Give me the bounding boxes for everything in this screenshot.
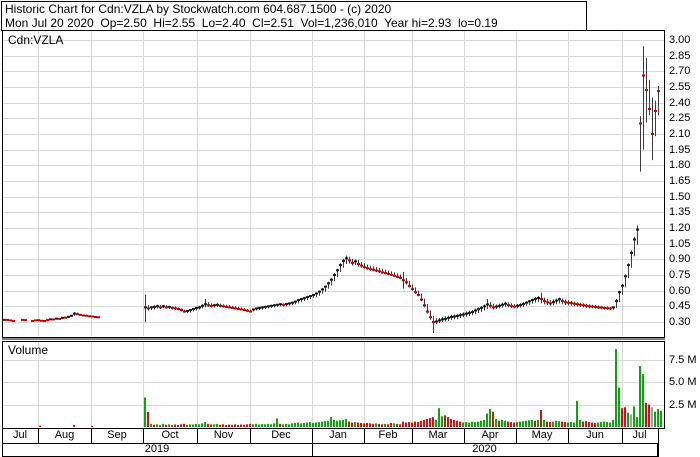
- price-axis-label: 2.85: [669, 50, 691, 62]
- month-label: Oct: [161, 429, 179, 441]
- month-label: May: [531, 429, 553, 441]
- price-axis-label: 2.10: [669, 128, 691, 140]
- month-label: Jul: [632, 429, 647, 441]
- month-label: Apr: [481, 429, 499, 441]
- header-box: Historic Chart for Cdn:VZLA by Stockwatc…: [1, 1, 587, 31]
- month-label: Jul: [12, 429, 28, 441]
- price-axis-label: 2.25: [669, 112, 691, 124]
- price-pane: [2, 30, 665, 338]
- pane-divider: [2, 338, 665, 340]
- month-label: Feb: [378, 429, 398, 441]
- price-axis-label: 1.20: [669, 222, 691, 234]
- month-label: Dec: [271, 429, 291, 441]
- price-axis-label: 1.65: [669, 175, 691, 187]
- month-label: Sep: [107, 429, 127, 441]
- price-axis-label: 1.80: [669, 159, 691, 171]
- month-axis-row: [2, 428, 659, 444]
- volume-pane-label: Volume: [8, 343, 49, 357]
- volume-axis-label: 2.5 M: [669, 399, 697, 411]
- price-axis-label: 0.45: [669, 300, 691, 312]
- ohlc-summary-line: Mon Jul 20 2020 Op=2.50 Hi=2.55 Lo=2.40 …: [5, 16, 498, 30]
- price-axis-label: 1.05: [669, 238, 691, 250]
- price-axis-label: 0.75: [669, 269, 691, 281]
- month-label: Mar: [428, 429, 448, 441]
- price-axis-label: 1.95: [669, 144, 691, 156]
- price-axis-label: 0.60: [669, 285, 691, 297]
- volume-pane: [2, 341, 665, 429]
- year-label: 2019: [144, 443, 170, 455]
- symbol-label: Cdn:VZLA: [8, 33, 64, 47]
- price-axis-label: 1.35: [669, 206, 691, 218]
- month-label: Nov: [213, 429, 234, 441]
- price-axis-label: 0.90: [669, 253, 691, 265]
- month-label: Jan: [329, 429, 347, 441]
- price-axis-label: 0.30: [669, 316, 691, 328]
- year-axis-row: [2, 443, 659, 457]
- price-axis-label: 1.50: [669, 191, 691, 203]
- price-axis-label: 2.55: [669, 81, 691, 93]
- volume-axis-label: 7.5 M: [669, 354, 697, 366]
- month-label: Aug: [54, 429, 75, 441]
- price-axis-label: 2.40: [669, 97, 691, 109]
- volume-axis-label: 5.0 M: [669, 376, 697, 388]
- year-label: 2020: [472, 443, 497, 455]
- chart-title-line: Historic Chart for Cdn:VZLA by Stockwatc…: [5, 2, 392, 16]
- price-axis-label: 3.00: [669, 34, 691, 46]
- price-axis-label: 2.70: [669, 65, 691, 77]
- month-label: Jun: [586, 429, 604, 441]
